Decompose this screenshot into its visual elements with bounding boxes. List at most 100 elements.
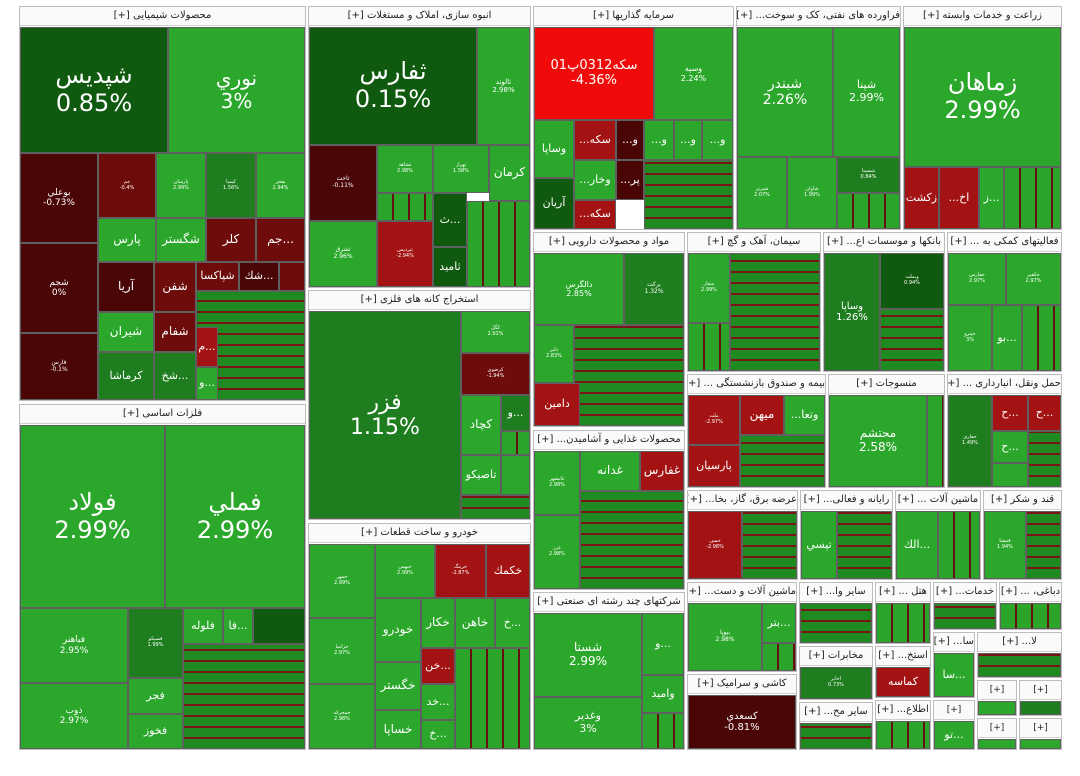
- stock-tile[interactable]: کماسه: [876, 667, 930, 697]
- stock-tile[interactable]: فارس -0.1%: [20, 333, 98, 400]
- stock-tile[interactable]: ذوب 2.97%: [20, 683, 128, 749]
- stock-tile-group[interactable]: [934, 603, 996, 629]
- stock-tile[interactable]: ثفارس 0.15%: [309, 27, 477, 145]
- stock-tile[interactable]: شپدیس 0.85%: [20, 27, 168, 153]
- stock-tile[interactable]: و...: [644, 120, 674, 160]
- stock-tile[interactable]: و...: [616, 120, 644, 160]
- stock-tile[interactable]: کگل 2.91%: [461, 311, 530, 353]
- stock-tile[interactable]: ...ح: [992, 431, 1028, 463]
- sector-la[interactable]: لا... [+]: [977, 632, 1062, 678]
- sector-title[interactable]: [+]: [978, 719, 1016, 738]
- sector-pharma[interactable]: مواد و محصولات دارویی [+] دالگرس 2.85% بر…: [533, 232, 685, 427]
- sector-title[interactable]: انبوه سازی، املاک و مستغلات [+]: [309, 7, 530, 26]
- stock-tile[interactable]: کرمان: [489, 145, 530, 201]
- sector-hotel[interactable]: هتل ... [+]: [875, 582, 931, 644]
- stock-tile[interactable]: خكمك: [486, 544, 530, 598]
- sector-textile[interactable]: منسوجات [+] محتشم 2.58%: [828, 374, 945, 488]
- stock-tile[interactable]: جم -0.4%: [98, 153, 156, 218]
- stock-tile[interactable]: ...شك: [239, 262, 279, 291]
- stock-tile[interactable]: برکت 1.32%: [624, 253, 684, 325]
- stock-tile[interactable]: ثشرق 2.96%: [309, 221, 377, 287]
- stock-tile[interactable]: پارس: [98, 218, 156, 262]
- sector-power[interactable]: عرضه برق، گاز، بخا... [+] حسن -2.98%: [687, 490, 798, 580]
- stock-tile[interactable]: بيوپا 2.98%: [688, 603, 762, 671]
- sector-leather[interactable]: دباغی، ... [+]: [999, 582, 1062, 630]
- stock-tile[interactable]: خکار: [421, 598, 455, 648]
- stock-tile[interactable]: خگستر: [375, 662, 421, 710]
- stock-tile[interactable]: نوري 3%: [168, 27, 305, 153]
- stock-tile[interactable]: غابشهر 2.98%: [534, 451, 580, 515]
- stock-tile-group[interactable]: [876, 603, 930, 643]
- stock-tile[interactable]: فجر: [128, 678, 183, 714]
- sector-title[interactable]: [+]: [1020, 681, 1061, 700]
- stock-tile[interactable]: اخ...: [939, 167, 979, 229]
- stock-tile[interactable]: خمهر 2.99%: [309, 544, 375, 618]
- stock-tile[interactable]: فسپکو 1.99%: [128, 608, 183, 678]
- sector-insurance[interactable]: بیمه و صندوق بازنشستگی ... [+] ملت -2.97%…: [687, 374, 826, 488]
- sector-services[interactable]: خدمات... [+]: [933, 582, 997, 630]
- stock-tile[interactable]: [501, 455, 530, 495]
- stock-tile[interactable]: دالگرس 2.85%: [534, 253, 624, 325]
- stock-tile[interactable]: شبندر 2.26%: [737, 27, 833, 157]
- sector-title[interactable]: لا... [+]: [978, 633, 1061, 652]
- stock-tile[interactable]: ...و: [196, 367, 218, 400]
- sector-title[interactable]: محصولات شیمیایی [+]: [20, 7, 305, 26]
- sector-misc3[interactable]: استخ... [+] کماسه: [875, 646, 931, 698]
- sector-multi[interactable]: شرکتهای چند رشته ای صنعتی [+] شستا 2.99% …: [533, 592, 685, 750]
- stock-tile[interactable]: شفام: [154, 312, 196, 352]
- sector-banks[interactable]: بانکها و موسسات اع... [+] وساپا 1.26% وبم…: [823, 232, 945, 372]
- sector-title[interactable]: مخابرات [+]: [800, 647, 872, 666]
- stock-tile[interactable]: وامید: [642, 675, 684, 713]
- sector-misc2[interactable]: سایر مح... [+]: [799, 702, 873, 750]
- stock-tile[interactable]: ...سا: [934, 653, 974, 697]
- sector-investments[interactable]: سرمایه گذاریها [+] سکه0312پ01 -4.36% وسپه…: [533, 6, 734, 230]
- stock-tile[interactable]: فلوله: [183, 608, 223, 644]
- stock-tile-group[interactable]: [377, 193, 433, 221]
- stock-tile[interactable]: ...و: [642, 613, 684, 675]
- stock-tile[interactable]: شپاکسا: [196, 262, 239, 291]
- stock-tile[interactable]: شفن: [154, 262, 196, 312]
- sector-title[interactable]: سایر وا... [+]: [800, 583, 872, 602]
- stock-tile[interactable]: ...الك: [896, 511, 938, 579]
- stock-tile-group[interactable]: [742, 511, 797, 579]
- stock-tile[interactable]: کیمیا 1.56%: [206, 153, 256, 218]
- stock-tile-group[interactable]: [455, 648, 530, 749]
- sector-small-c[interactable]: [+]: [977, 718, 1017, 750]
- sector-cement[interactable]: سیمان، آهک و گچ [+] سفار 2.99%: [687, 232, 821, 372]
- stock-tile[interactable]: و...: [674, 120, 702, 160]
- stock-tile[interactable]: کرضوی -1.94%: [461, 353, 530, 395]
- stock-tile-group[interactable]: [1026, 511, 1061, 579]
- stock-tile[interactable]: شاوان 1.99%: [787, 157, 837, 229]
- stock-tile[interactable]: ثالوند 2.98%: [477, 27, 530, 145]
- sector-title[interactable]: مواد و محصولات دارویی [+]: [534, 233, 684, 252]
- stock-tile[interactable]: [279, 262, 305, 291]
- sector-title[interactable]: منسوجات [+]: [829, 375, 944, 394]
- sector-title[interactable]: زراعت و خدمات وابسته [+]: [904, 7, 1061, 26]
- stock-tile[interactable]: ...تو: [934, 721, 974, 749]
- stock-tile[interactable]: ميهن: [740, 395, 784, 435]
- stock-tile[interactable]: ...بو: [992, 305, 1022, 371]
- sector-machinery2[interactable]: ماشین آلات ... [+] ...الك: [895, 490, 981, 580]
- sector-computer[interactable]: رایانه و فعالی... [+] تپسي: [800, 490, 893, 580]
- stock-tile-group[interactable]: [1022, 305, 1061, 371]
- sector-title[interactable]: سرمایه گذاریها [+]: [534, 7, 733, 26]
- sector-title[interactable]: [+]: [978, 681, 1016, 700]
- stock-tile[interactable]: شبریز 2.07%: [737, 157, 787, 229]
- sector-agriculture[interactable]: زراعت و خدمات وابسته [+] زماهان 2.99% زکش…: [903, 6, 1062, 230]
- stock-tile[interactable]: وساپا: [534, 120, 574, 178]
- sector-mining[interactable]: استخراج کانه های فلزی [+] فزر 1.15% کگل 2.…: [308, 290, 531, 520]
- sector-title[interactable]: [+]: [934, 701, 974, 720]
- sector-title[interactable]: فعالیتهای کمکی به ... [+]: [948, 233, 1061, 252]
- stock-tile[interactable]: بفجر 2.94%: [256, 153, 305, 218]
- stock-tile[interactable]: غفارس: [640, 451, 684, 491]
- sector-title[interactable]: هتل ... [+]: [876, 583, 930, 602]
- sector-title[interactable]: رایانه و فعالی... [+]: [801, 491, 892, 510]
- stock-tile[interactable]: ...م: [196, 327, 218, 367]
- stock-tile[interactable]: غزر 2.98%: [534, 515, 580, 589]
- stock-tile[interactable]: حپترو 3%: [948, 305, 992, 371]
- sector-title[interactable]: خدمات... [+]: [934, 583, 996, 602]
- stock-tile[interactable]: فخوز: [128, 714, 183, 749]
- stock-tile[interactable]: اخابر 0.73%: [800, 667, 872, 699]
- sector-title[interactable]: کاشی و سرامیک [+]: [688, 675, 796, 694]
- stock-tile[interactable]: کرماشا: [98, 352, 154, 400]
